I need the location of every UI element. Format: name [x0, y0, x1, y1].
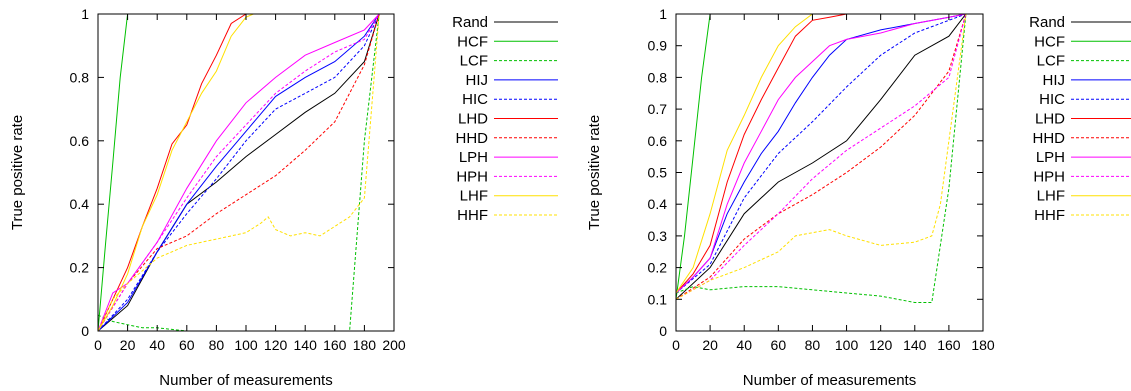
series-line-lhf — [676, 14, 813, 294]
series-line-hhf — [98, 14, 380, 331]
y-tick-label: 0.8 — [648, 69, 668, 85]
x-tick-label: 100 — [835, 337, 859, 353]
series-line-hhd — [676, 14, 967, 300]
series-line-hij — [98, 14, 380, 331]
legend-label-hij: HIJ — [466, 72, 489, 89]
x-tick-label: 100 — [234, 337, 258, 353]
y-tick-label: 0.6 — [648, 133, 668, 149]
legend-label-rand: Rand — [1029, 14, 1065, 31]
y-tick-label: 0.2 — [648, 260, 668, 276]
x-tick-label: 40 — [736, 337, 752, 353]
legend-label-hij: HIJ — [1043, 72, 1066, 89]
series-line-hph — [98, 14, 380, 331]
legend-label-lcf: LCF — [460, 53, 488, 70]
y-tick-label: 0.7 — [648, 101, 668, 117]
x-tick-label: 140 — [294, 337, 318, 353]
legend-label-lph: LPH — [1036, 149, 1065, 166]
y-tick-label: 0.1 — [648, 291, 668, 307]
legend-label-hhf: HHF — [457, 207, 488, 224]
legend-label-lhf: LHF — [460, 188, 488, 205]
legend-label-hhd: HHD — [1033, 130, 1066, 147]
x-tick-label: 120 — [264, 337, 288, 353]
series-line-hph — [676, 14, 967, 300]
series-line-rand — [98, 14, 380, 331]
series-line-hhd — [98, 14, 380, 331]
series-line-hcf — [676, 14, 711, 300]
legend-label-lcf: LCF — [1037, 53, 1065, 70]
series-line-hcf — [98, 14, 129, 331]
x-axis-label: Number of measurements — [159, 372, 332, 389]
series-group — [98, 14, 380, 331]
x-tick-label: 180 — [353, 337, 377, 353]
series-line-hhf — [676, 14, 967, 300]
y-tick-label: 1 — [659, 6, 667, 22]
y-tick-label: 0 — [659, 323, 667, 339]
x-axis-label: Number of measurements — [743, 372, 916, 389]
y-tick-label: 0.4 — [70, 196, 90, 212]
y-tick-label: 0.9 — [648, 38, 668, 54]
legend-label-hcf: HCF — [1034, 33, 1065, 50]
legend-label-lhd: LHD — [458, 111, 488, 128]
series-line-lhd — [98, 14, 247, 331]
legend-label-lhf: LHF — [1037, 188, 1065, 205]
legend-label-hic: HIC — [1039, 91, 1065, 108]
x-tick-label: 140 — [903, 337, 927, 353]
legend-label-hic: HIC — [462, 91, 488, 108]
chart-left: 0 20 40 60 80 100 120 140 160 180 200 0 0.2 0.4 0.6 0.8… — [9, 6, 558, 389]
series-line-hic — [98, 14, 380, 331]
series-line-lph — [98, 14, 380, 331]
series-line-lph — [676, 14, 966, 294]
x-tick-label: 180 — [971, 337, 995, 353]
series-group — [676, 14, 967, 303]
y-tick-label: 0.4 — [648, 196, 668, 212]
series-line-hic — [676, 14, 967, 294]
y-tick-label: 0.6 — [70, 133, 90, 149]
legend: Rand HCF LCF HIJ HIC LHD HHD LPH HPH LHF HHF — [1029, 14, 1131, 224]
series-line-lcf — [676, 14, 967, 303]
y-tick-label: 0.2 — [70, 260, 90, 276]
x-tick-label: 40 — [149, 337, 165, 353]
legend-label-lhd: LHD — [1035, 111, 1065, 128]
x-tick-label: 160 — [323, 337, 347, 353]
x-tick-label: 0 — [94, 337, 102, 353]
x-tick-label: 60 — [771, 337, 787, 353]
x-tick-label: 120 — [869, 337, 893, 353]
y-tick-label: 0.8 — [70, 69, 90, 85]
x-tick-label: 200 — [382, 337, 406, 353]
x-tick-label: 80 — [209, 337, 225, 353]
chart-right: 0 20 40 60 80 100 120 140 160 180 0 0.1 0.2 0.3 0.4 0.5… — [586, 6, 1131, 389]
y-tick-label: 0 — [81, 323, 89, 339]
x-tick-label: 0 — [672, 337, 680, 353]
x-tick-label: 80 — [805, 337, 821, 353]
series-line-lhd — [676, 14, 847, 294]
series-line-hij — [676, 14, 966, 294]
y-tick-label: 0.5 — [648, 165, 668, 181]
plot-frame — [97, 13, 395, 332]
x-tick-label: 60 — [179, 337, 195, 353]
legend-label-hcf: HCF — [457, 33, 488, 50]
legend-label-lph: LPH — [459, 149, 488, 166]
y-axis-label: True positive rate — [9, 115, 26, 230]
legend-label-rand: Rand — [452, 14, 488, 31]
y-tick-label: 0.3 — [648, 228, 668, 244]
x-tick-label: 160 — [937, 337, 961, 353]
legend-label-hhd: HHD — [456, 130, 489, 147]
plot-frame — [675, 13, 984, 332]
legend-label-hph: HPH — [456, 168, 488, 185]
y-axis-label: True positive rate — [586, 115, 603, 230]
legend-label-hph: HPH — [1033, 168, 1065, 185]
legend-label-hhf: HHF — [1034, 207, 1065, 224]
x-tick-label: 20 — [702, 337, 718, 353]
series-line-lhf — [98, 14, 254, 331]
legend: Rand HCF LCF HIJ HIC LHD HHD LPH HPH LHF HHF — [452, 14, 558, 224]
y-tick-label: 1 — [81, 6, 89, 22]
x-tick-label: 20 — [120, 337, 136, 353]
series-line-rand — [676, 14, 967, 300]
